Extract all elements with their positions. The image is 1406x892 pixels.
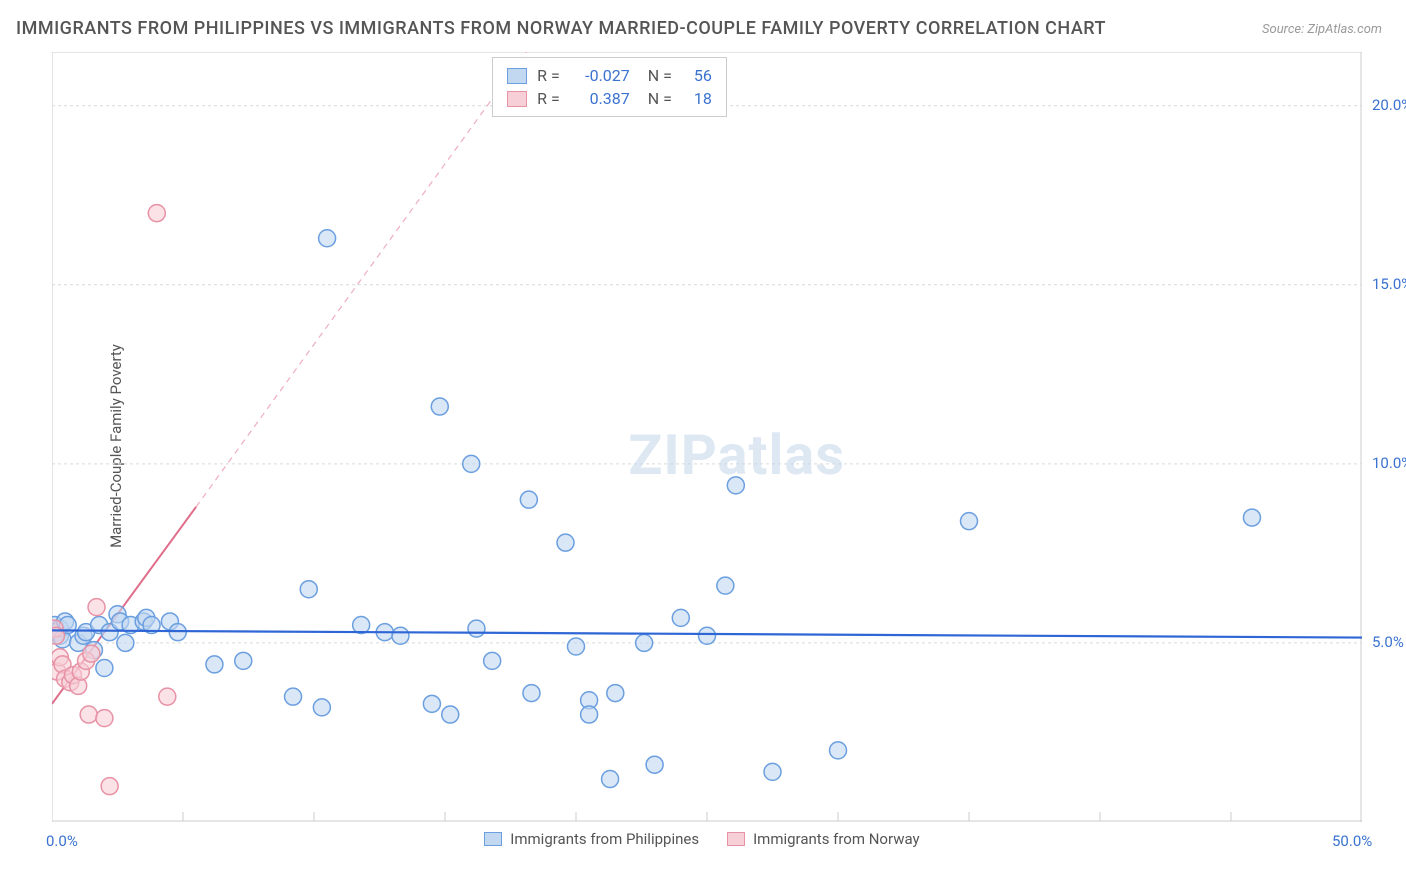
legend-item: Immigrants from Philippines [484, 830, 699, 848]
legend-swatch [507, 91, 527, 107]
data-point [319, 230, 336, 247]
data-point [961, 513, 978, 530]
data-point [206, 656, 223, 673]
legend-label: Immigrants from Norway [753, 830, 920, 848]
axis-tick-label: 5.0% [1372, 633, 1404, 651]
r-label: R = [537, 89, 560, 108]
data-point [88, 599, 105, 616]
r-value: 0.387 [570, 89, 630, 108]
correlation-row: R = -0.027 N = 56 [507, 64, 712, 87]
axis-tick-label: 50.0% [1332, 832, 1372, 850]
data-point [392, 627, 409, 644]
data-point [581, 706, 598, 723]
data-point [520, 491, 537, 508]
r-label: R = [537, 66, 560, 85]
data-point [646, 756, 663, 773]
data-point [468, 620, 485, 637]
data-point [148, 205, 165, 222]
r-value: -0.027 [570, 66, 630, 85]
correlation-row: R = 0.387 N = 18 [507, 87, 712, 110]
axis-tick-label: 20.0% [1372, 96, 1406, 114]
data-point [159, 688, 176, 705]
legend-swatch [727, 832, 745, 846]
data-point [523, 685, 540, 702]
legend-label: Immigrants from Philippines [510, 830, 699, 848]
series-legend: Immigrants from Philippines Immigrants fr… [484, 830, 919, 848]
data-point [313, 699, 330, 716]
legend-item: Immigrants from Norway [727, 830, 920, 848]
n-value: 18 [682, 89, 712, 108]
data-point [636, 634, 653, 651]
data-point [96, 660, 113, 677]
legend-swatch [484, 832, 502, 846]
data-point [117, 634, 134, 651]
data-point [717, 577, 734, 594]
data-point [727, 477, 744, 494]
data-point [423, 695, 440, 712]
data-point [442, 706, 459, 723]
n-value: 56 [682, 66, 712, 85]
data-point [300, 581, 317, 598]
data-point [83, 645, 100, 662]
n-label: N = [640, 89, 672, 108]
chart-title: IMMIGRANTS FROM PHILIPPINES VS IMMIGRANT… [16, 18, 1106, 39]
data-point [1243, 509, 1260, 526]
data-point [699, 627, 716, 644]
axis-tick-label: 0.0% [46, 832, 78, 850]
data-point [602, 771, 619, 788]
n-label: N = [640, 66, 672, 85]
data-point [235, 652, 252, 669]
data-point [431, 398, 448, 415]
data-point [463, 455, 480, 472]
scatter-chart [52, 52, 1362, 822]
data-point [285, 688, 302, 705]
data-point [607, 685, 624, 702]
plot-container: ZIPatlas R =-0.027 N =56R =0.387 N =18 I… [52, 52, 1362, 822]
correlation-legend-box: R = -0.027 N = 56 R = 0.387 N = 18 [492, 57, 727, 117]
data-point [672, 609, 689, 626]
data-point [557, 534, 574, 551]
axis-tick-label: 10.0% [1372, 454, 1406, 472]
data-point [568, 638, 585, 655]
source-attribution: Source: ZipAtlas.com [1262, 22, 1382, 37]
data-point [96, 710, 113, 727]
legend-swatch [507, 68, 527, 84]
data-point [80, 706, 97, 723]
data-point [764, 763, 781, 780]
data-point [830, 742, 847, 759]
axis-tick-label: 15.0% [1372, 275, 1406, 293]
data-point [101, 778, 118, 795]
data-point [484, 652, 501, 669]
